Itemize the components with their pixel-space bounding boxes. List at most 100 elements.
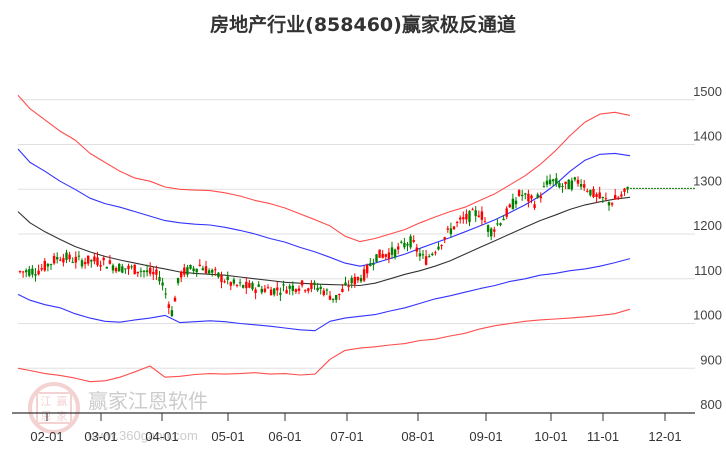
candle-body [276,287,279,291]
candle-body [319,286,322,290]
candle-body [161,282,164,286]
watermark-url: www.360gann.com [87,428,198,443]
candle-body [192,268,195,272]
candle-body [542,186,546,188]
candle-body [592,189,595,198]
candle-body [74,256,77,263]
candle-body [105,266,108,269]
candle-body [46,263,50,267]
candle-body [366,265,369,274]
series-lower_inner [17,258,631,332]
candle-body [502,218,505,221]
candle-body [434,252,437,254]
y-axis: 800 900 1000 1100 1200 1300 1400 1500 [693,84,722,412]
candle-body [279,292,282,295]
candle-body [96,257,99,266]
candle-body [111,265,115,271]
candle-body [446,228,449,230]
candle-body [353,276,356,285]
candle-body [52,255,56,264]
candle-body [139,270,143,272]
candle-body [477,215,480,217]
candle-body [121,266,124,273]
svg-text:江: 江 [41,395,52,408]
candle-body [251,282,254,290]
candle-body [493,229,496,232]
candle-body [198,264,201,266]
candle-body [514,200,518,205]
candle-body [127,265,130,270]
candle-body [43,260,46,271]
candle-body [359,278,363,282]
grid-lines [18,99,695,369]
candle-body [347,286,350,288]
candle-body [418,253,422,257]
candle-body [375,254,378,262]
candle-body [183,267,186,275]
candle-body [294,289,298,292]
candle-body [548,179,552,185]
candle-body [242,285,245,288]
candle-body [263,288,267,292]
candle-body [362,269,366,281]
candle-body [561,186,564,188]
candle-body [400,241,403,243]
candle-body [390,247,394,255]
candle-body [21,271,25,273]
candle-body [387,252,391,259]
candle-body [583,184,586,188]
candle-body [406,243,409,246]
candle-body [102,257,105,261]
watermark-brand: 赢家江恩软件 [88,389,208,413]
candle-body [626,186,629,190]
candle-body [223,281,226,283]
candle-body [322,290,325,296]
candle-body [576,179,580,184]
x-tick-label: 11-01 [587,429,619,444]
candle-body [186,267,189,275]
candle-body [508,204,511,208]
series-lower_outer [17,308,631,383]
candle-body [378,249,381,258]
candle-body [133,264,136,275]
svg-text:赢: 赢 [57,394,68,408]
candle-body [257,284,260,287]
candle-body [18,271,22,273]
y-tick-label: 1400 [693,129,722,144]
candle-body [443,237,446,240]
candle-body [570,180,573,190]
candlesticks [18,173,629,318]
candle-body [142,270,146,273]
candle-body [564,181,567,185]
candle-body [71,261,74,263]
candle-body [452,226,456,230]
candle-body [80,260,84,267]
candle-body [124,268,127,270]
candle-body [607,201,611,206]
candle-body [530,195,533,199]
candle-body [341,288,344,292]
candle-body [229,282,232,286]
candle-body [486,225,490,232]
candle-body [235,284,239,286]
candle-body [604,198,608,200]
candle-body [356,276,360,281]
candle-body [220,275,223,283]
candle-body [269,289,273,296]
x-tick-label: 02-01 [30,429,63,444]
candle-body [595,194,598,197]
candle-body [331,298,335,300]
channel-lines [17,94,631,383]
candle-body [238,282,242,284]
candle-body [610,203,614,205]
candle-body [83,262,87,265]
candle-body [524,193,527,195]
candle-body [483,221,487,223]
candle-body [527,193,530,202]
candle-body [558,183,561,188]
candle-body [567,179,570,190]
candle-body [517,190,521,196]
candle-body [90,259,93,262]
candle-body [145,270,149,273]
